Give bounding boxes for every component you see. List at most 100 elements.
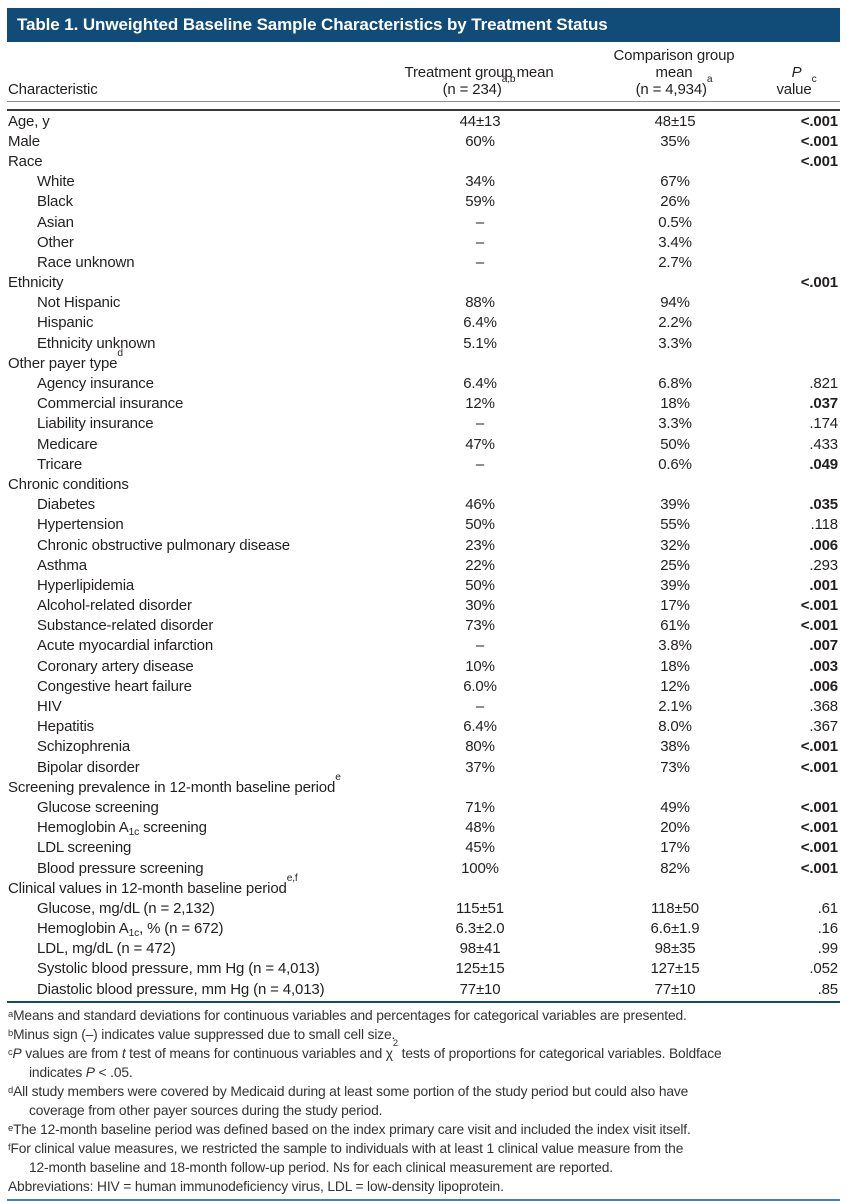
- footnote-marker: e: [8, 1123, 14, 1134]
- footnote-marker: a: [8, 1009, 14, 1020]
- footnote-marker: d: [8, 1085, 14, 1096]
- characteristic-cell: Diastolic blood pressure, mm Hg (n = 4,0…: [37, 980, 325, 998]
- characteristic-cell: Coronary artery disease: [37, 657, 194, 675]
- table-row: Liability insurance – 3.3% .174: [7, 414, 840, 434]
- comparison-value: 18%: [660, 657, 690, 675]
- comparison-value: 17%: [660, 839, 690, 857]
- treatment-value: 50%: [465, 576, 495, 594]
- table-row: Ethnicity unknown 5.1% 3.3%: [7, 333, 840, 353]
- comparison-value: 6.8%: [658, 375, 692, 393]
- table-row: Bipolar disorder 37% 73% <.001: [7, 757, 840, 777]
- table-row: Hyperlipidemia 50% 39% .001: [7, 575, 840, 595]
- characteristic-cell: White: [37, 173, 75, 191]
- treatment-value: 80%: [465, 738, 495, 756]
- column-header-characteristic: Characteristic: [8, 81, 98, 98]
- column-header-comparison: Comparison group mean (n = 4,934)a: [613, 47, 735, 98]
- characteristic-cell: LDL, mg/dL (n = 472): [37, 940, 176, 958]
- table-title-bar: Table 1. Unweighted Baseline Sample Char…: [7, 8, 840, 42]
- characteristic-cell: Hemoglobin A1c screening: [37, 819, 207, 839]
- characteristic-cell: Bipolar disorder: [37, 758, 140, 776]
- comparison-value: 6.6±1.9: [650, 920, 700, 938]
- characteristic-cell: Other: [37, 233, 74, 251]
- characteristic-cell: Systolic blood pressure, mm Hg (n = 4,01…: [37, 960, 320, 978]
- comparison-value: 49%: [660, 798, 690, 816]
- characteristic-cell: Congestive heart failure: [37, 677, 192, 695]
- characteristic-cell: Hypertension: [37, 516, 124, 534]
- comparison-value: 50%: [660, 435, 690, 453]
- table-row: Other – 3.4%: [7, 232, 840, 252]
- treatment-value: 71%: [465, 798, 495, 816]
- footnote-line: coverage from other payer sources during…: [29, 1103, 383, 1119]
- p-value: <.001: [800, 112, 838, 130]
- table-row: Glucose screening 71% 49% <.001: [7, 797, 840, 817]
- treatment-value: –: [475, 455, 485, 473]
- table-row: Systolic blood pressure, mm Hg (n = 4,01…: [7, 959, 840, 979]
- comparison-value: 25%: [660, 556, 690, 574]
- comparison-value: 2.2%: [658, 314, 692, 332]
- treatment-value: 59%: [465, 193, 495, 211]
- comparison-value: 82%: [660, 859, 690, 877]
- table-row: Asthma 22% 25% .293: [7, 555, 840, 575]
- p-value: <.001: [800, 132, 838, 150]
- comparison-value: 3.3%: [658, 415, 692, 433]
- table-row: Asian – 0.5%: [7, 212, 840, 232]
- p-value: .99: [817, 940, 839, 958]
- treatment-value: 77±10: [459, 980, 501, 998]
- treatment-value: 23%: [465, 536, 495, 554]
- table-row: Hispanic 6.4% 2.2%: [7, 313, 840, 333]
- characteristic-cell: Glucose, mg/dL (n = 2,132): [37, 899, 215, 917]
- characteristic-cell: Asthma: [37, 556, 87, 574]
- characteristic-cell: LDL screening: [37, 839, 132, 857]
- treatment-value: 34%: [465, 173, 495, 191]
- comparison-value: 94%: [660, 294, 690, 312]
- p-value: .61: [817, 899, 839, 917]
- treatment-value: 6.4%: [463, 314, 497, 332]
- characteristic-cell: Hemoglobin A1c, % (n = 672): [37, 920, 224, 940]
- table-title: Table 1. Unweighted Baseline Sample Char…: [17, 15, 608, 34]
- table-row: Hepatitis 6.4% 8.0% .367: [7, 717, 840, 737]
- p-value: <.001: [800, 859, 838, 877]
- comparison-value: 55%: [660, 516, 690, 534]
- characteristic-cell: Male: [8, 132, 40, 150]
- table-row: Schizophrenia 80% 38% <.001: [7, 737, 840, 757]
- table-row: Glucose, mg/dL (n = 2,132) 115±51 118±50 .6…: [7, 898, 840, 918]
- table-body: Age, y 44±13 48±15 <.001 Male 60% 35% <.001 Race…: [7, 111, 840, 999]
- comparison-value: 38%: [660, 738, 690, 756]
- table-row: Age, y 44±13 48±15 <.001: [7, 111, 840, 131]
- treatment-value: 22%: [465, 556, 495, 574]
- characteristic-cell: Agency insurance: [37, 375, 154, 393]
- characteristic-cell: Acute myocardial infarction: [37, 637, 214, 655]
- characteristic-cell: Hispanic: [37, 314, 94, 332]
- p-value: <.001: [800, 617, 838, 635]
- footnote-line: aMeans and standard deviations for conti…: [8, 1008, 687, 1024]
- table-row: Medicare 47% 50% .433: [7, 434, 840, 454]
- p-value: .006: [809, 536, 838, 554]
- comparison-value: 48±15: [654, 112, 696, 130]
- footnote-line: dAll study members were covered by Medic…: [8, 1084, 689, 1100]
- comparison-value: 0.6%: [658, 455, 692, 473]
- comparison-value: 73%: [660, 758, 690, 776]
- characteristic-cell: Chronic obstructive pulmonary disease: [37, 536, 290, 554]
- comparison-value: 8.0%: [658, 718, 692, 736]
- comparison-value: 118±50: [651, 899, 699, 917]
- table-row: LDL screening 45% 17% <.001: [7, 838, 840, 858]
- comparison-value: 0.5%: [658, 213, 692, 231]
- treatment-value: –: [475, 213, 485, 231]
- treatment-value: 88%: [465, 294, 495, 312]
- p-value: <.001: [800, 152, 838, 170]
- treatment-value: 98±41: [459, 940, 501, 958]
- table-row: Substance-related disorder 73% 61% <.001: [7, 616, 840, 636]
- footnote-marker: b: [8, 1028, 14, 1039]
- table-row: Agency insurance 6.4% 6.8% .821: [7, 373, 840, 393]
- table-row: Hemoglobin A1c screening 48% 20% <.001: [7, 818, 840, 838]
- header-rule-dark: [7, 109, 840, 111]
- characteristic-cell: Other payer typed: [8, 347, 123, 372]
- treatment-value: 6.4%: [463, 718, 497, 736]
- p-value: .001: [809, 576, 838, 594]
- characteristic-cell: Blood pressure screening: [37, 859, 204, 877]
- characteristic-cell: Ethnicity unknown: [37, 334, 156, 352]
- characteristic-cell: Alcohol-related disorder: [37, 597, 192, 615]
- table-row: Coronary artery disease 10% 18% .003: [7, 656, 840, 676]
- table-row: Commercial insurance 12% 18% .037: [7, 394, 840, 414]
- footnote-marker: c: [8, 1047, 13, 1058]
